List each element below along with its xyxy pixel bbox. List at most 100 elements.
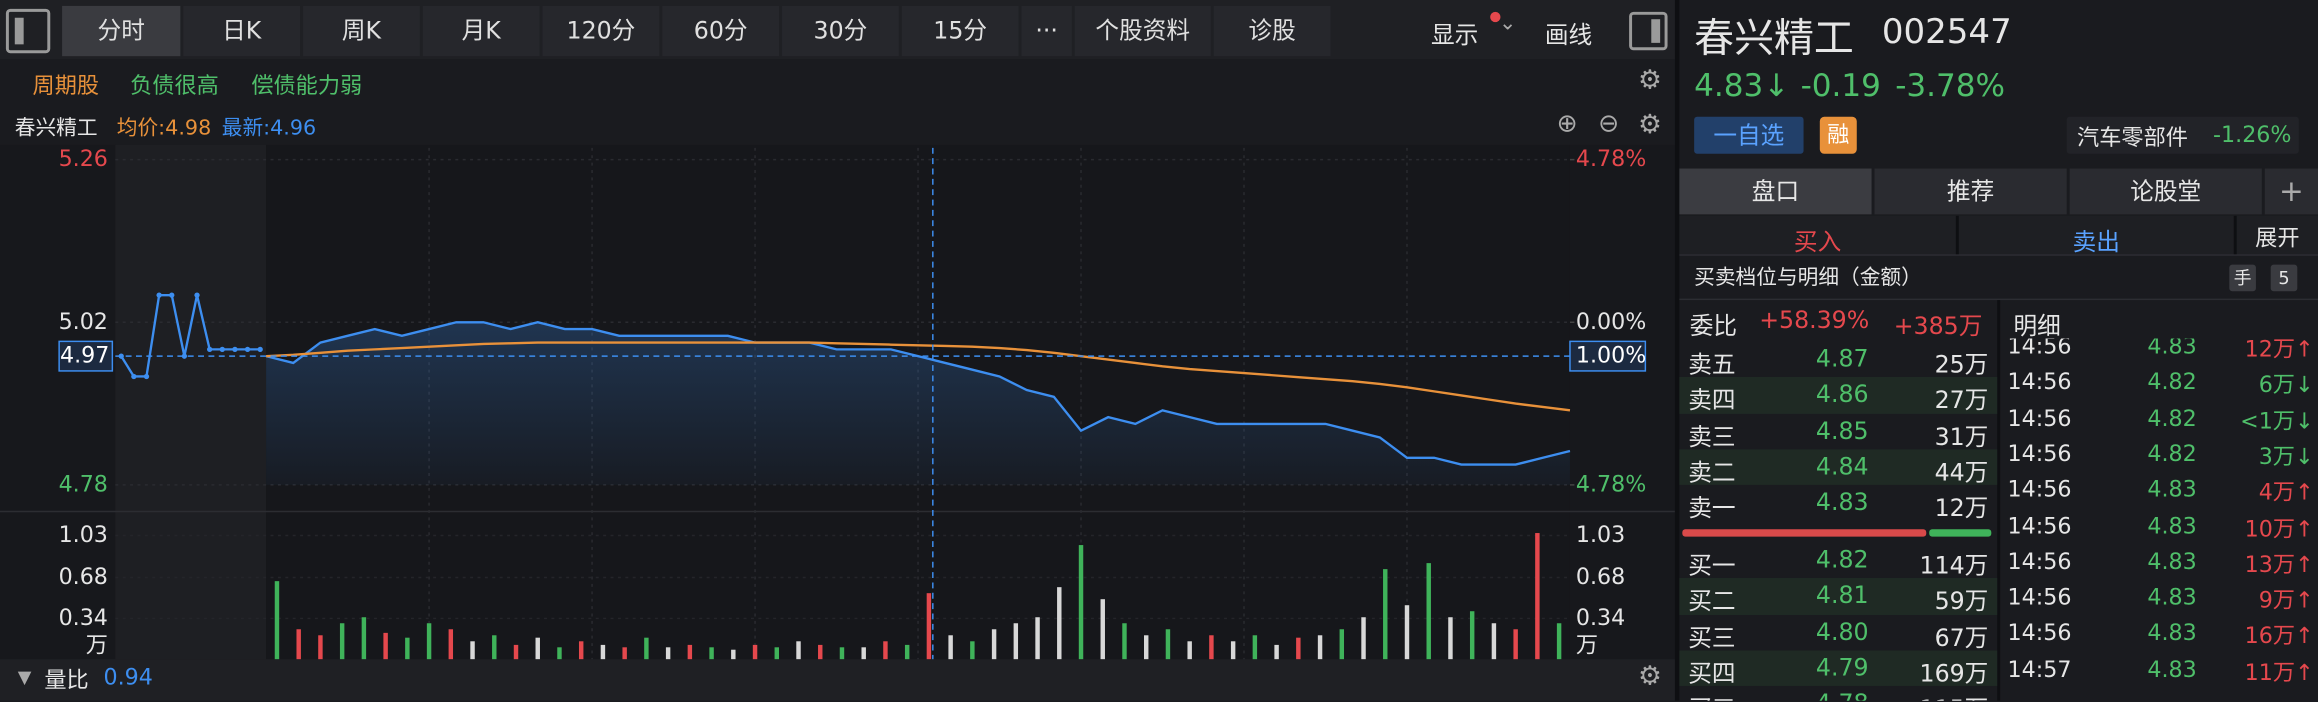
toolbar-tab[interactable]: 15分 xyxy=(901,5,1019,57)
separator xyxy=(2233,215,2237,255)
panel-tab[interactable]: 推荐 xyxy=(1874,168,2067,215)
zoom-in[interactable]: ⊕ xyxy=(1556,109,1578,139)
volume-bar xyxy=(448,629,454,660)
toolbar-tab[interactable]: 月K xyxy=(422,5,540,57)
ratio-bar-bid xyxy=(1682,529,1927,537)
level-label: 卖一 xyxy=(1688,494,1736,523)
volume-bar xyxy=(1057,587,1062,660)
dropdown-arrow: ⌄ xyxy=(1499,11,1517,36)
panel-tab[interactable]: 论股堂 xyxy=(2069,168,2262,215)
chart-settings[interactable]: ⚙ xyxy=(1637,109,1662,141)
toolbar-tab[interactable]: 个股资料 xyxy=(1074,5,1211,57)
panel-tab[interactable]: + xyxy=(2264,168,2318,215)
expand-tab[interactable]: 展开 xyxy=(2255,224,2300,252)
auction-point xyxy=(219,346,225,353)
toolbar-tab[interactable]: 诊股 xyxy=(1213,5,1331,57)
tag[interactable]: 负债很高 xyxy=(130,72,219,100)
volume-tick-label: 1.03 xyxy=(1576,522,1625,548)
crosshair-label-box xyxy=(1569,340,1647,372)
level-amount: 115万 xyxy=(1892,689,1989,701)
volume-bar xyxy=(1404,605,1410,660)
toolbar-tab[interactable]: 分时 xyxy=(62,5,181,57)
draw-button[interactable]: 画线 xyxy=(1544,20,1593,49)
level-price: 4.85 xyxy=(1815,416,1869,445)
trade-time: 14:56 xyxy=(2007,619,2072,647)
toolbar-tab[interactable]: 120分 xyxy=(542,5,660,57)
level-amount: 44万 xyxy=(1934,458,1989,487)
trade-price: 4.83 xyxy=(2147,548,2197,575)
volume-bar xyxy=(513,644,519,660)
volume-bar xyxy=(1122,623,1127,660)
toolbar-tab[interactable]: 日K xyxy=(183,5,301,57)
sell-tab[interactable]: 卖出 xyxy=(2072,227,2120,256)
collapse-arrow[interactable]: ▼ xyxy=(17,666,32,688)
y2-tick-label: 4.78% xyxy=(1576,471,1646,497)
level-price: 4.83 xyxy=(1815,488,1869,517)
toolbar-tab[interactable]: ··· xyxy=(1021,5,1072,57)
volume-bar xyxy=(1339,629,1345,660)
volume-bar xyxy=(904,644,910,660)
trade-time: 14:56 xyxy=(2007,440,2072,467)
panel-tab[interactable]: 盘口 xyxy=(1679,168,1872,215)
volume-bar xyxy=(1383,569,1388,660)
tag[interactable]: 周期股 xyxy=(32,72,100,100)
volume-unit: 万 xyxy=(86,633,108,659)
trade-time: 14:56 xyxy=(2007,512,2072,539)
intraday-chart: 5.26 5.02 4.78 4.78% 0.00% 4.78% 1.03 1.03 0.68 0… xyxy=(0,144,1675,660)
volume-bar xyxy=(339,623,345,660)
zoom-out[interactable]: ⊖ xyxy=(1598,109,1620,139)
volume-tick-label: 0.68 xyxy=(59,564,108,590)
level-label: 买二 xyxy=(1688,587,1736,616)
level-amount: 114万 xyxy=(1919,551,1989,580)
indicator-bar xyxy=(0,659,1675,701)
tag[interactable]: 偿债能力弱 xyxy=(251,72,363,100)
level-price: 4.79 xyxy=(1815,653,1869,682)
stock-code: 002547 xyxy=(1881,13,2012,52)
level-price: 4.86 xyxy=(1815,380,1869,409)
sidebar-toggle[interactable] xyxy=(5,8,51,54)
volume-bar xyxy=(796,641,801,660)
volume-ratio-label: 量比 xyxy=(44,666,89,694)
unit-badge[interactable]: 手 xyxy=(2229,264,2256,292)
y2-tick-label: 0.00% xyxy=(1576,309,1646,335)
level-label: 卖五 xyxy=(1688,350,1736,379)
watchlist-button[interactable]: 一自选 xyxy=(1694,116,1804,154)
y-tick-label: 5.26 xyxy=(59,146,108,172)
auction-point xyxy=(143,373,150,380)
volume-bar xyxy=(1165,629,1171,660)
trade-price: 4.83 xyxy=(2147,655,2197,683)
toolbar-tab[interactable]: 60分 xyxy=(662,5,780,57)
toolbar-tab[interactable]: 30分 xyxy=(782,5,899,57)
volume-bar xyxy=(818,644,823,660)
trade-volume: 4万↑ xyxy=(2258,479,2314,506)
panel-toggle[interactable] xyxy=(1629,11,1668,51)
level-price: 4.82 xyxy=(1815,545,1869,574)
volume-bar xyxy=(1035,617,1040,660)
sector-box[interactable] xyxy=(2066,116,2299,154)
trade-time: 14:56 xyxy=(2007,548,2072,575)
divider xyxy=(1679,298,2318,301)
trade-price: 4.83 xyxy=(2147,476,2197,503)
trade-volume: 9万↑ xyxy=(2258,587,2314,614)
sector-name[interactable]: 汽车零部件 xyxy=(2077,124,2188,151)
volume-bar xyxy=(1491,623,1497,660)
level-label: 卖三 xyxy=(1688,422,1736,451)
auction-point xyxy=(194,292,200,298)
volume-bar xyxy=(557,647,562,660)
volume-bar xyxy=(1078,545,1084,660)
level-amount: 12万 xyxy=(1934,494,1989,523)
toolbar-tab[interactable]: 周K xyxy=(303,5,420,57)
trade-price: 4.83 xyxy=(2147,338,2197,360)
display-button[interactable]: 显示 xyxy=(1431,20,1479,49)
settings-icon[interactable]: ⚙ xyxy=(1637,65,1662,97)
detail-title: 明细 xyxy=(2013,311,2061,341)
volume-bar xyxy=(926,593,932,660)
buy-tab[interactable]: 买入 xyxy=(1793,227,1842,256)
trade-price: 4.83 xyxy=(2147,619,2197,647)
volume-bar xyxy=(839,647,845,660)
levels-badge[interactable]: 5 xyxy=(2270,264,2298,292)
indicator-settings[interactable]: ⚙ xyxy=(1637,660,1662,692)
level-price: 4.84 xyxy=(1815,452,1869,481)
volume-bar xyxy=(318,635,323,660)
